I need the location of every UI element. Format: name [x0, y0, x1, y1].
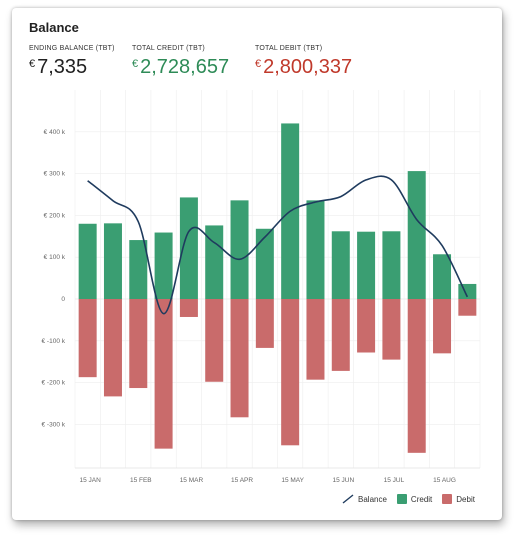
- debit-bar: [357, 299, 376, 353]
- debit-bar: [78, 299, 97, 378]
- debit-bar: [306, 299, 325, 380]
- y-tick-label: € -100 k: [42, 338, 66, 345]
- credit-bar: [357, 231, 376, 299]
- credit-bar: [205, 225, 224, 299]
- debit-bar: [103, 299, 122, 397]
- credit-bar: [230, 200, 249, 299]
- debit-bar: [458, 299, 477, 316]
- credit-bar: [306, 200, 325, 299]
- credit-bar: [129, 240, 148, 299]
- debit-bar: [154, 299, 173, 449]
- y-tick-label: € 200 k: [44, 212, 66, 219]
- chart-legend: Balance Credit Debit: [342, 494, 475, 504]
- balance-line: [87, 175, 469, 315]
- kpi-total-credit-label: TOTAL CREDIT (TBT): [132, 45, 205, 52]
- kpi-ending-balance-value: 7,335: [37, 56, 88, 78]
- debit-bar: [179, 299, 198, 317]
- kpi-total-credit-value: 2,728,657: [140, 56, 230, 78]
- credit-bar: [331, 231, 350, 299]
- x-tick-label: 15 MAY: [281, 477, 304, 484]
- legend-label-debit: Debit: [456, 494, 475, 504]
- credit-bar: [154, 232, 173, 299]
- kpi-ending-currency: €: [29, 58, 36, 70]
- x-tick-label: 15 MAR: [180, 477, 204, 484]
- kpi-debit-currency: €: [255, 58, 262, 70]
- kpi-total-credit: TOTAL CREDIT (TBT) €2,728,657: [132, 45, 229, 79]
- x-tick-label: 15 JUN: [332, 477, 354, 484]
- card-title: Balance: [29, 20, 79, 35]
- kpi-total-debit-label: TOTAL DEBIT (TBT): [255, 45, 323, 52]
- credit-bar: [179, 197, 198, 299]
- legend-label-credit: Credit: [410, 494, 433, 504]
- x-tick-label: 15 AUG: [433, 477, 456, 484]
- legend-item-balance[interactable]: Balance: [342, 494, 387, 504]
- kpi-total-debit: TOTAL DEBIT (TBT) €2,800,337: [255, 45, 352, 79]
- debit-swatch-icon: [442, 494, 453, 504]
- credit-bar: [78, 223, 97, 299]
- debit-bar: [407, 299, 426, 453]
- kpi-ending-balance-label: ENDING BALANCE (TBT): [29, 45, 115, 52]
- credit-bar: [382, 231, 401, 299]
- kpi-ending-balance: ENDING BALANCE (TBT) €7,335: [29, 45, 115, 79]
- kpi-credit-currency: €: [132, 58, 139, 70]
- y-tick-label: € 300 k: [44, 171, 66, 178]
- y-tick-label: € 100 k: [44, 254, 66, 261]
- debit-bar: [205, 299, 224, 382]
- credit-bar: [103, 223, 122, 299]
- credit-bar: [255, 228, 274, 299]
- balance-card: Balance ENDING BALANCE (TBT) €7,335 TOTA…: [12, 8, 502, 520]
- y-tick-label: € 400 k: [44, 129, 66, 136]
- x-tick-label: 15 JAN: [80, 477, 102, 484]
- debit-bar: [129, 299, 148, 389]
- line-swatch-icon: [342, 494, 354, 504]
- y-tick-label: € -200 k: [42, 380, 66, 387]
- debit-bar: [255, 299, 274, 348]
- debit-bar: [230, 299, 249, 418]
- legend-label-balance: Balance: [358, 494, 387, 504]
- x-tick-label: 15 FEB: [130, 477, 152, 484]
- balance-chart: € -300 k € -200 k € -100 k 0 € 100 k € 200 k €…: [42, 90, 481, 484]
- x-tick-label: 15 JUL: [384, 477, 405, 484]
- credit-swatch-icon: [396, 494, 407, 504]
- x-tick-label: 15 APR: [231, 477, 253, 484]
- debit-bar: [433, 299, 452, 354]
- credit-bar: [433, 254, 452, 299]
- debit-bar: [281, 299, 300, 446]
- credit-bar: [407, 171, 426, 299]
- legend-item-credit[interactable]: Credit: [396, 494, 433, 504]
- legend-item-debit[interactable]: Debit: [442, 494, 475, 504]
- y-tick-label: € -300 k: [42, 421, 66, 428]
- debit-bar: [382, 299, 401, 360]
- debit-bar: [331, 299, 350, 371]
- kpi-total-debit-value: 2,800,337: [263, 56, 353, 78]
- y-tick-label: 0: [61, 296, 65, 303]
